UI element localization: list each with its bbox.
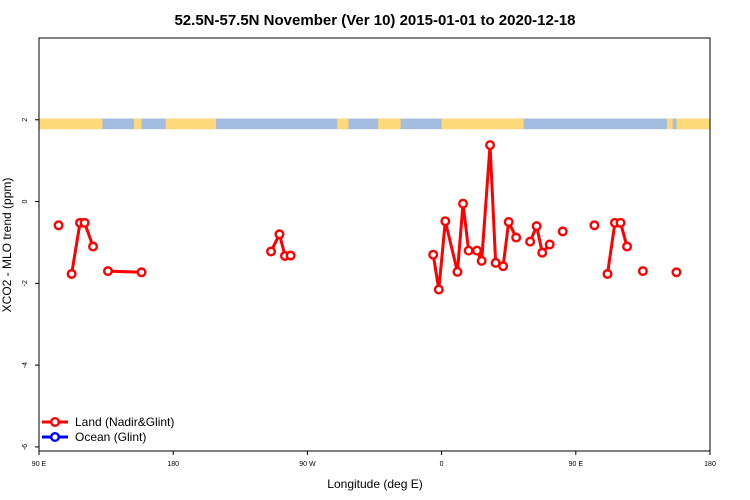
x-axis-label: Longitude (deg E) [327,477,422,491]
data-point [557,226,568,237]
legend-land-marker [50,417,61,428]
land-segment [441,118,524,130]
data-point [88,241,99,252]
data-point [66,268,77,279]
x-tick-label: 180 [167,461,179,468]
x-tick-label: 90 W [299,461,316,468]
x-axis-ticks: 90 E 180 90 W 0 90 E 180 [32,451,716,468]
series-line [107,269,142,274]
land-segment [676,118,710,130]
x-tick-label: 90 E [32,461,47,468]
data-point [615,217,626,228]
y-tick-label: -2 [22,280,29,286]
data-point [589,220,600,231]
x-tick-label: 180 [704,461,716,468]
data-point [531,221,542,232]
data-point [472,245,483,256]
land-segment [39,118,103,130]
data-point [433,284,444,295]
y-tick-label: 0 [22,200,29,204]
x-tick-label: 0 [440,461,444,468]
y-tick-label: 2 [22,118,29,122]
data-point [498,261,509,272]
x-tick-label: 90 E [569,461,584,468]
data-point [440,216,451,227]
data-point [671,267,682,278]
data-point [485,140,496,151]
data-point [285,250,296,261]
land-segment [667,118,673,130]
data-point [452,266,463,277]
data-point [266,246,277,257]
data-point [274,229,285,240]
chart-title: 52.5N-57.5N November (Ver 10) 2015-01-01… [174,12,575,29]
legend-ocean-label: Ocean (Glint) [75,430,146,444]
data-point [463,245,474,256]
plot-frame [38,37,711,452]
y-tick-label: -6 [22,444,29,450]
land-segment [165,118,217,130]
data-point [602,268,613,279]
data-point [458,198,469,209]
data-point [537,247,548,258]
legend-land-label: Land (Nadir&Glint) [75,415,174,429]
data-point [511,232,522,243]
legend-ocean-marker [50,432,61,443]
data-point [476,255,487,266]
series-layer [53,140,682,295]
data-point [503,217,514,228]
land-segment [378,118,401,130]
ocean-band [39,118,710,130]
data-point [428,249,439,260]
land-ocean-strip [39,118,710,130]
data-point [622,241,633,252]
series-line [528,224,551,255]
legend: Land (Nadir&Glint) Ocean (Glint) [42,415,174,444]
data-point [79,217,90,228]
data-point [637,266,648,277]
data-point [102,266,113,277]
y-axis-label: XCO2 - MLO trend (ppm) [0,178,14,313]
data-point [525,236,536,247]
land-segment [134,118,142,130]
land-segment [337,118,349,130]
data-point [544,239,555,250]
data-point [53,220,64,231]
y-axis-ticks: -6 -4 -2 0 2 [22,118,39,450]
y-tick-label: -4 [22,362,29,368]
data-point [136,267,147,278]
